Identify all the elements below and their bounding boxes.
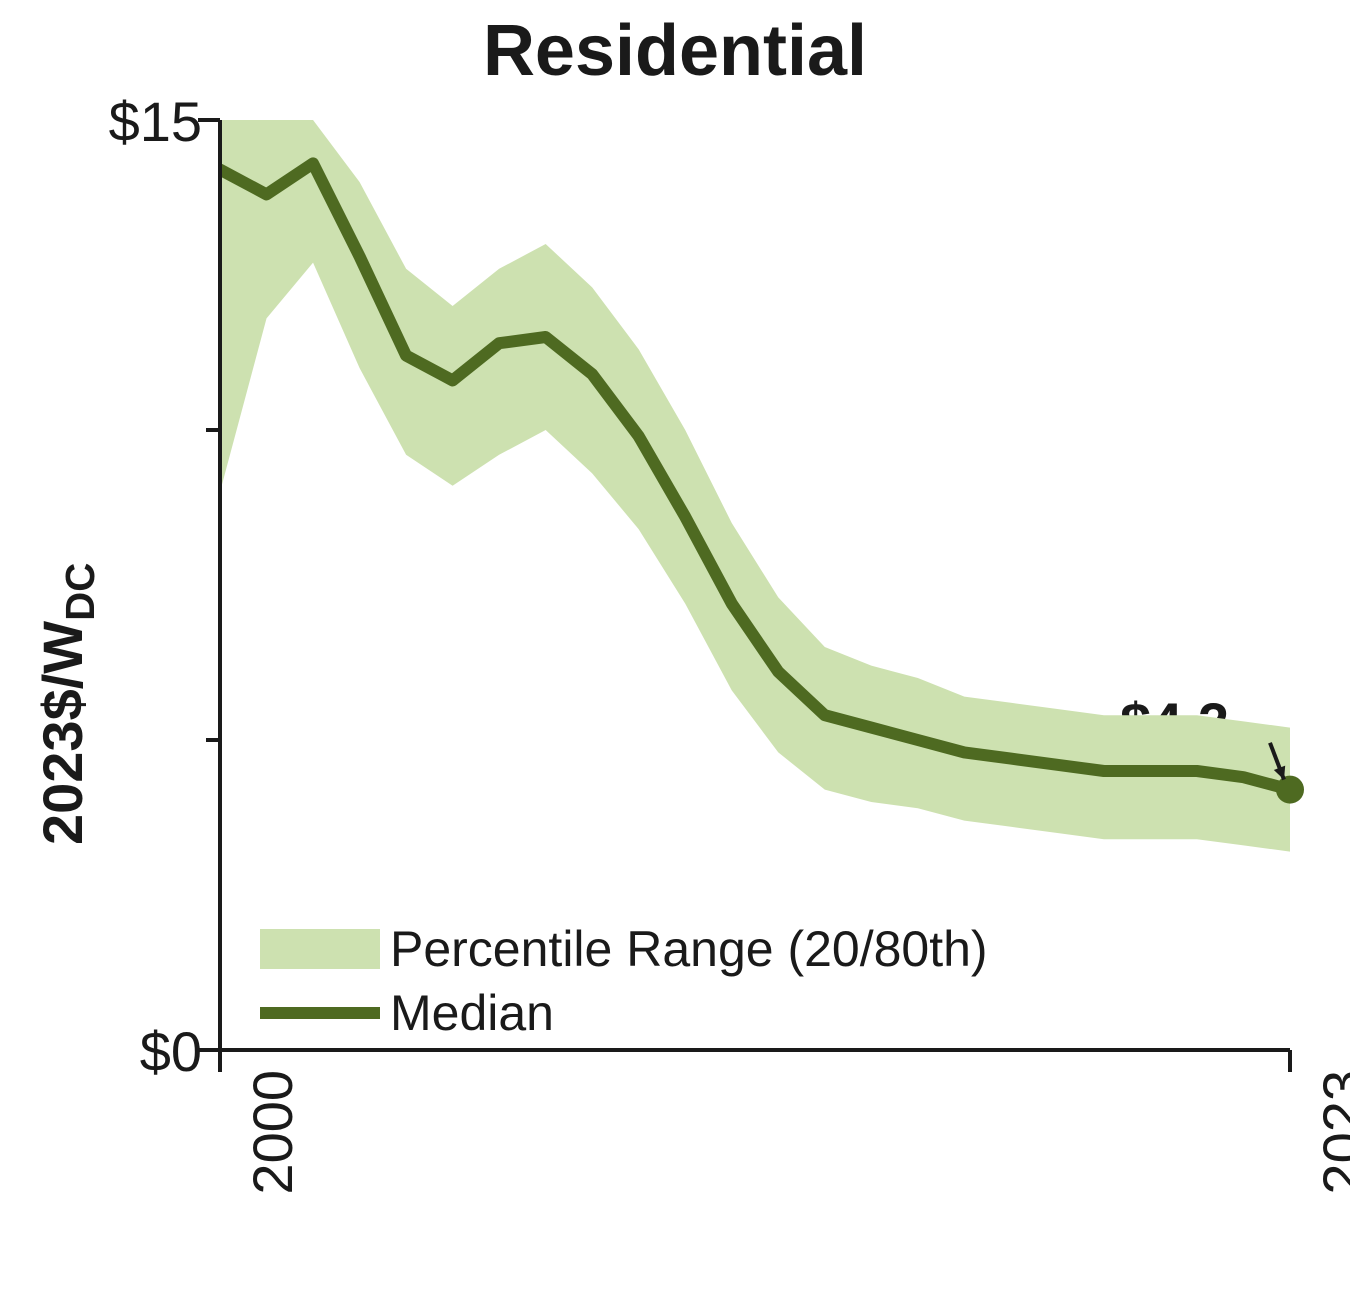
percentile-band: [220, 120, 1290, 852]
final-point-marker: [1276, 776, 1304, 804]
plot-svg: [0, 0, 1350, 1289]
chart-container: Residential 2023$/WDC $15 $0 2000 2023 $…: [0, 0, 1350, 1289]
